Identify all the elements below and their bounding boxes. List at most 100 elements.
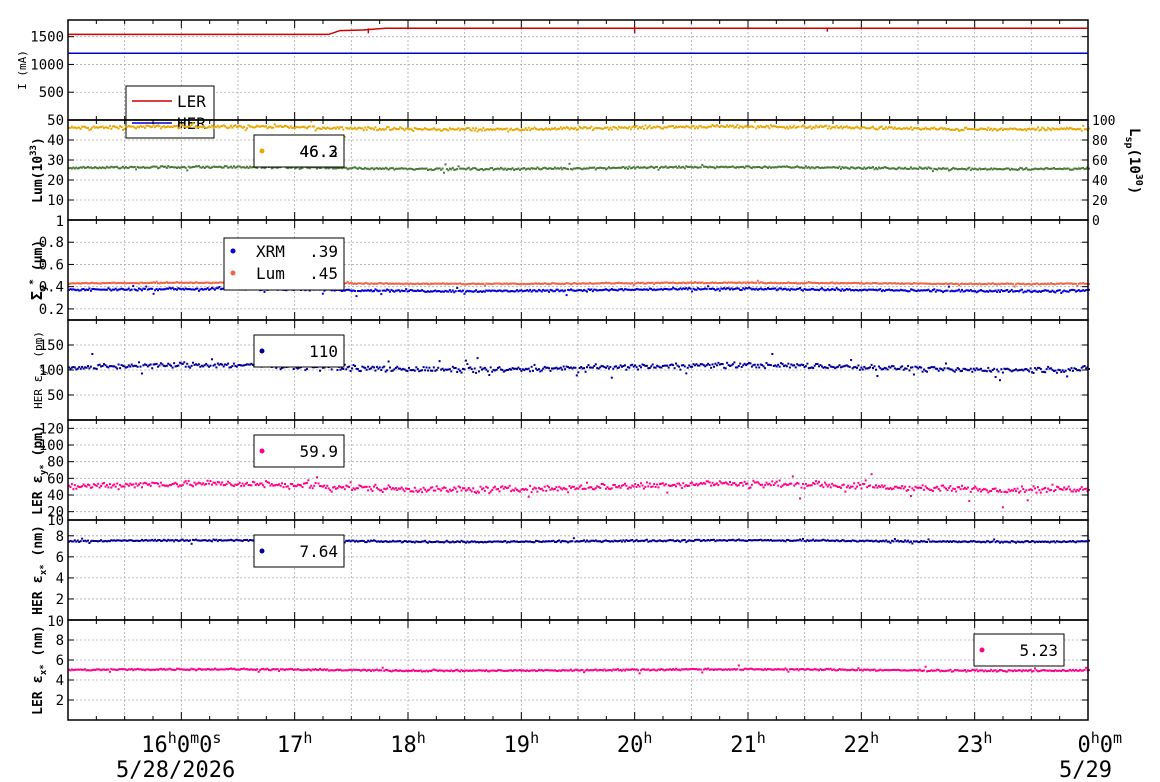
data-point [1034,128,1036,131]
data-point [570,167,572,170]
data-point [580,484,583,487]
data-point [181,166,184,169]
data-point [450,489,453,492]
data-point [517,290,520,293]
legend-swatch [259,148,265,154]
data-point [171,281,174,284]
data-point [135,482,138,485]
data-point [516,283,518,285]
data-point [1004,282,1007,285]
data-point [911,128,914,131]
data-point [110,282,113,285]
data-point [427,489,429,492]
data-point [939,489,942,492]
data-point [130,363,133,366]
data-point [448,282,451,285]
data-point [463,292,466,295]
data-point [880,290,883,293]
data-point [1022,488,1025,490]
data-point [481,488,483,491]
data-point [127,287,130,290]
data-point [980,367,982,370]
data-point [904,127,907,130]
y-axis-label: HER εy* (pm) [31,331,49,409]
data-point [327,487,330,490]
data-point [119,483,122,486]
data-point [530,282,533,285]
data-point [660,482,663,485]
data-point [648,124,651,127]
data-point [219,125,222,128]
data-point [167,287,170,290]
legend-swatch [259,348,265,354]
data-point [97,126,100,129]
data-point [170,483,173,486]
data-point [810,484,813,487]
data-point [171,539,174,542]
data-point [284,124,286,127]
data-point [1038,167,1041,170]
data-point [822,366,825,369]
data-point [428,366,431,369]
data-point [1001,290,1004,293]
data-point [746,287,749,290]
data-point [227,539,230,542]
data-point [993,127,996,130]
data-point [822,486,825,489]
data-point [863,365,866,368]
data-point [870,288,873,291]
data-point [250,166,253,169]
data-point [769,484,772,487]
data-point [1004,289,1007,292]
data-point [559,487,562,490]
data-point [971,370,974,373]
data-point [389,486,391,489]
data-point [412,289,415,292]
data-point [699,124,702,127]
data-point [752,126,755,129]
data-point [443,171,445,174]
data-point [952,283,955,285]
data-point [599,166,602,169]
data-point [561,289,564,292]
data-point [727,125,730,128]
data-point [692,125,695,128]
data-point [1064,167,1067,170]
data-point [799,120,802,122]
data-point [837,365,839,368]
data-point [457,290,460,292]
data-point [869,484,872,487]
data-point [602,167,605,170]
data-point [319,485,321,487]
data-point [784,364,787,367]
data-point [734,166,737,169]
data-point [1020,485,1023,488]
data-point [232,362,235,365]
data-point [218,286,221,288]
data-point [431,128,434,131]
data-point [114,126,117,129]
data-point [371,365,374,368]
data-point [124,539,127,542]
data-point [335,487,337,490]
data-point [483,366,486,369]
data-point [91,288,94,291]
data-point [491,283,494,286]
data-point [513,129,516,131]
data-point [977,489,980,492]
data-point [370,289,373,292]
data-point [511,129,514,132]
legend-box [253,334,345,368]
data-point [947,283,950,285]
data-point [1042,168,1045,171]
data-point [208,166,211,169]
data-point [642,364,645,367]
data-point [774,482,777,485]
data-point [565,365,568,368]
data-point [886,288,889,291]
data-point [921,127,924,130]
data-point [621,126,623,129]
data-point [130,282,133,285]
data-point [1076,127,1079,130]
data-point [676,282,679,285]
